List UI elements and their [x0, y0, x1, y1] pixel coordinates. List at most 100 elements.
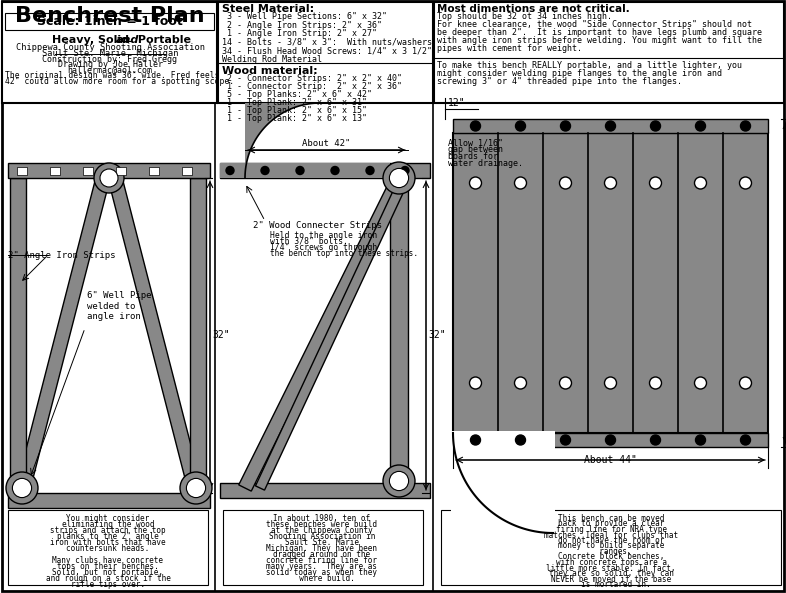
Circle shape	[401, 167, 409, 174]
Bar	[8, 493, 210, 508]
Bar	[220, 163, 390, 178]
Text: Welding Rod Material: Welding Rod Material	[222, 55, 322, 63]
Circle shape	[740, 121, 751, 131]
Circle shape	[649, 177, 662, 189]
Bar	[83, 167, 93, 175]
Circle shape	[740, 177, 751, 189]
Text: 2" Wood Connecter Strips: 2" Wood Connecter Strips	[253, 221, 382, 230]
Circle shape	[515, 377, 527, 389]
Text: 6" Well Pipe
welded to
angle iron: 6" Well Pipe welded to angle iron	[87, 291, 152, 321]
Circle shape	[560, 377, 571, 389]
Text: 32": 32"	[212, 330, 230, 340]
Text: firing line for NRA type: firing line for NRA type	[556, 525, 667, 534]
Text: Sault Ste. Marie, Michigan: Sault Ste. Marie, Michigan	[42, 49, 178, 58]
Bar	[223, 510, 423, 585]
Text: Shooting Association in: Shooting Association in	[269, 532, 375, 541]
Bar	[441, 510, 781, 585]
Text: back to provide a clear: back to provide a clear	[558, 519, 664, 528]
Text: many years.  They are as: many years. They are as	[266, 562, 377, 571]
Text: and: and	[116, 35, 139, 45]
Bar	[149, 167, 159, 175]
Text: Wood material:: Wood material:	[222, 66, 318, 76]
Text: eliminating the wood: eliminating the wood	[62, 520, 154, 529]
Text: Scale: 1inch = 1 foot: Scale: 1inch = 1 foot	[37, 15, 183, 28]
Text: 5 - Top Planks: 2" x 6" x 42": 5 - Top Planks: 2" x 6" x 42"	[222, 90, 372, 99]
Circle shape	[605, 121, 615, 131]
Circle shape	[651, 435, 660, 445]
Text: at the Chippewa County: at the Chippewa County	[271, 526, 373, 535]
Text: do not have the room or: do not have the room or	[558, 536, 664, 545]
Text: Michigan. They have been: Michigan. They have been	[266, 544, 377, 553]
Circle shape	[261, 167, 269, 174]
Text: Top should be 32 ot 34 inches high.: Top should be 32 ot 34 inches high.	[437, 12, 612, 21]
Text: 42" could allow more room for a spotting scope.: 42" could allow more room for a spotting…	[5, 77, 234, 86]
Text: 1 - Top Plank: 2" x 6" x 13": 1 - Top Plank: 2" x 6" x 13"	[222, 114, 367, 123]
Text: boards for: boards for	[448, 152, 498, 161]
Text: with concrete tops are a: with concrete tops are a	[556, 558, 667, 567]
Text: tops on their benches.: tops on their benches.	[57, 562, 159, 571]
Circle shape	[604, 377, 616, 389]
Text: pipes with cement for weight.: pipes with cement for weight.	[437, 44, 582, 53]
Text: Allow 1/16": Allow 1/16"	[448, 138, 503, 147]
Text: dragged around on the: dragged around on the	[274, 550, 370, 559]
Text: screwing 3" or 4" threaded pipe into the flanges.: screwing 3" or 4" threaded pipe into the…	[437, 77, 682, 86]
Text: About 42": About 42"	[303, 139, 351, 148]
Text: hallermac@aol.com: hallermac@aol.com	[68, 65, 152, 74]
Circle shape	[13, 479, 31, 498]
Bar	[8, 510, 208, 585]
Text: is mortared in.: is mortared in.	[571, 580, 650, 589]
Bar	[453, 119, 768, 133]
Text: Chippewa County Shooting Association: Chippewa County Shooting Association	[16, 43, 204, 52]
Circle shape	[695, 377, 707, 389]
Text: might consider welding pipe flanges to the angle iron and: might consider welding pipe flanges to t…	[437, 69, 722, 78]
Text: little more stable. In fact,: little more stable. In fact,	[546, 563, 676, 572]
Text: Drawing by Joe Haller: Drawing by Joe Haller	[57, 60, 163, 69]
Text: This bench can be moved: This bench can be moved	[558, 514, 664, 523]
Circle shape	[6, 472, 38, 504]
Circle shape	[383, 465, 415, 497]
Text: water drainage.: water drainage.	[448, 159, 523, 168]
Text: 2 - Connector Strips: 2" x 2" x 40": 2 - Connector Strips: 2" x 2" x 40"	[222, 74, 402, 83]
Text: gap between: gap between	[448, 145, 503, 154]
Text: with 3/8" bolts.: with 3/8" bolts.	[270, 237, 348, 246]
Text: Solid, but not portable,: Solid, but not portable,	[53, 568, 163, 577]
Text: where build.: where build.	[289, 574, 354, 583]
Text: Construction by: Fred Gregg: Construction by: Fred Gregg	[42, 55, 178, 64]
Text: solid today as when they: solid today as when they	[266, 568, 377, 577]
Bar	[50, 167, 60, 175]
Circle shape	[471, 435, 480, 445]
Bar	[453, 433, 768, 447]
Text: rifle tips over.: rifle tips over.	[71, 580, 145, 589]
Bar	[218, 2, 433, 103]
Bar	[390, 178, 408, 493]
Circle shape	[389, 168, 409, 187]
Text: Heavy, Solid: Heavy, Solid	[52, 35, 133, 45]
Circle shape	[649, 377, 662, 389]
Text: Concrete block benches,: Concrete block benches,	[558, 553, 664, 562]
Text: Portable: Portable	[134, 35, 191, 45]
Text: 14 - Bolts - 3/8" x 3":  With nuts/washers: 14 - Bolts - 3/8" x 3": With nuts/washer…	[222, 37, 432, 46]
Circle shape	[740, 435, 751, 445]
Bar	[220, 163, 430, 178]
Text: 12": 12"	[448, 98, 465, 108]
Text: 1 - Top Plank: 2" x 6" x 31": 1 - Top Plank: 2" x 6" x 31"	[222, 98, 367, 107]
Text: 3 - Well Pipe Sections: 6" x 32": 3 - Well Pipe Sections: 6" x 32"	[222, 12, 387, 21]
Text: You might consider: You might consider	[66, 514, 149, 523]
Text: the bench top into these strips.: the bench top into these strips.	[270, 249, 418, 258]
Text: concrete firing line for: concrete firing line for	[266, 556, 377, 565]
Polygon shape	[255, 188, 403, 490]
Circle shape	[605, 435, 615, 445]
Text: Sault Ste. Marie: Sault Ste. Marie	[285, 538, 359, 547]
Circle shape	[560, 177, 571, 189]
Text: Steel Material:: Steel Material:	[222, 4, 314, 14]
Circle shape	[366, 167, 374, 174]
Polygon shape	[453, 433, 553, 533]
Text: Many clubs have concrete: Many clubs have concrete	[53, 556, 163, 565]
Bar	[10, 178, 26, 493]
Text: 32": 32"	[428, 330, 446, 340]
Text: be deeper than 2".  It is important to have legs plumb and square: be deeper than 2". It is important to ha…	[437, 28, 762, 37]
Bar	[453, 133, 768, 433]
Text: Most dimentions are not critical.: Most dimentions are not critical.	[437, 4, 630, 14]
Bar	[190, 178, 206, 493]
Text: strips and attach the top: strips and attach the top	[50, 526, 166, 535]
